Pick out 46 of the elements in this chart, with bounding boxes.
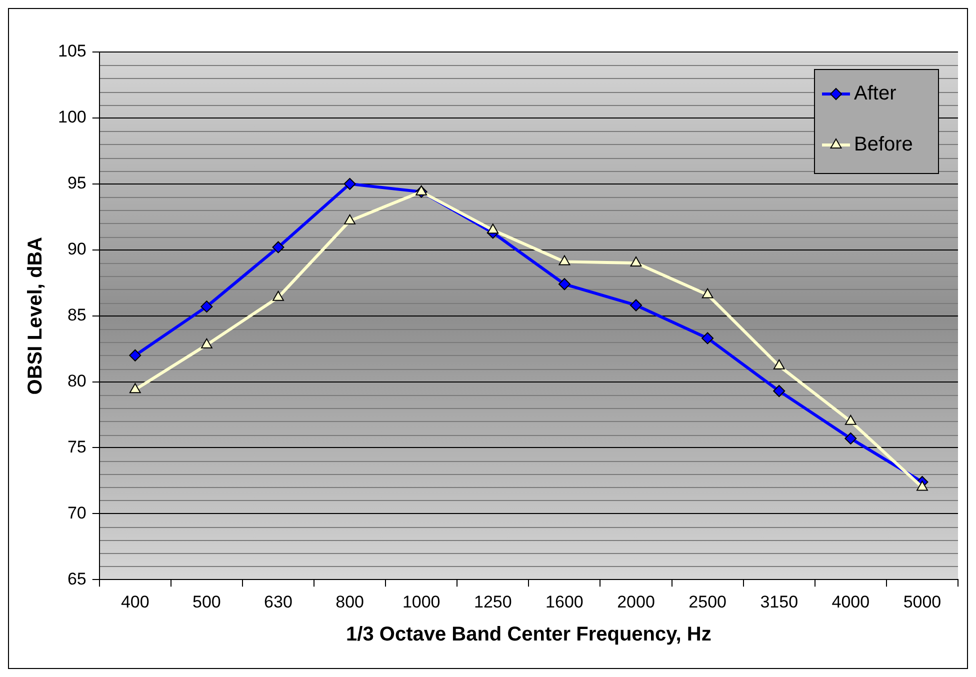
point bbox=[558, 278, 570, 290]
point bbox=[702, 332, 714, 344]
x-axis-title: 1/3 Octave Band Center Frequency, Hz bbox=[346, 624, 712, 646]
point bbox=[272, 290, 284, 301]
legend-label: After bbox=[854, 82, 897, 105]
y-tick-label: 105 bbox=[58, 42, 86, 61]
x-tick-label: 1600 bbox=[546, 592, 584, 612]
x-tick-label: 500 bbox=[192, 592, 221, 612]
point bbox=[916, 480, 928, 491]
point bbox=[416, 185, 428, 196]
point bbox=[200, 300, 213, 313]
x-tick-label: 1000 bbox=[402, 592, 440, 612]
point bbox=[200, 338, 212, 348]
legend-label: Before bbox=[854, 134, 913, 156]
x-tick-label: 800 bbox=[336, 592, 364, 612]
point bbox=[344, 214, 356, 224]
point bbox=[487, 224, 499, 234]
y-tick-label: 95 bbox=[67, 174, 86, 193]
point bbox=[630, 256, 642, 267]
y-tick-label: 70 bbox=[67, 503, 86, 522]
point bbox=[129, 383, 141, 394]
x-tick-label: 400 bbox=[120, 592, 150, 612]
x-tick-label: 5000 bbox=[903, 592, 942, 612]
point bbox=[558, 255, 570, 266]
y-axis-title: OBSI Level, dBA bbox=[24, 236, 47, 395]
point bbox=[773, 384, 786, 397]
y-tick-label: 65 bbox=[67, 569, 86, 588]
y-tick-label: 100 bbox=[58, 108, 86, 127]
x-tick-label: 2500 bbox=[688, 592, 726, 612]
point bbox=[844, 432, 857, 444]
y-tick-label: 90 bbox=[67, 240, 86, 259]
y-tick-label: 80 bbox=[67, 371, 86, 390]
point bbox=[844, 414, 856, 425]
x-tick-label: 1250 bbox=[474, 592, 512, 612]
y-tick-label: 85 bbox=[67, 305, 86, 324]
x-tick-label: 630 bbox=[264, 592, 292, 612]
x-tick-label: 3150 bbox=[760, 592, 798, 612]
point bbox=[702, 288, 714, 298]
y-tick-label: 75 bbox=[67, 437, 86, 456]
point bbox=[129, 349, 142, 362]
x-tick-label: 4000 bbox=[832, 592, 870, 612]
point bbox=[272, 241, 284, 254]
point bbox=[344, 178, 356, 190]
x-tick-label: 2000 bbox=[617, 592, 655, 612]
point bbox=[630, 299, 642, 312]
point bbox=[773, 359, 785, 370]
